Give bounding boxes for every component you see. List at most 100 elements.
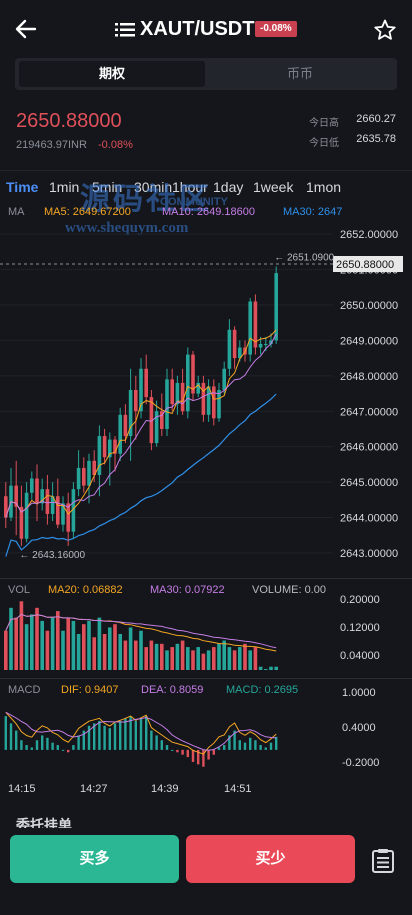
macd-histogram-bar <box>249 737 252 750</box>
star-outline-icon[interactable] <box>373 18 397 42</box>
volume-bar <box>269 666 273 670</box>
back-arrow-icon[interactable] <box>15 18 37 40</box>
macd-histogram-bar <box>35 740 39 750</box>
macd-histogram-bar <box>113 723 117 750</box>
candlestick-chart[interactable]: MA MA5: 2649.67200 MA10: 2649.18600 MA30… <box>0 200 412 578</box>
macd-histogram-bar <box>20 740 23 750</box>
volume-bar <box>160 643 164 670</box>
ma5-line <box>5 329 277 518</box>
volume-bar <box>9 607 13 670</box>
tab-1min[interactable]: 1min <box>49 179 80 195</box>
volume-bar <box>232 650 237 670</box>
price-change: -0.08% <box>98 139 133 151</box>
tab-1mon[interactable]: 1mon <box>306 179 342 195</box>
macd-histogram-bar <box>217 747 221 750</box>
tab-1day[interactable]: 1day <box>213 179 244 195</box>
tab-time[interactable]: Time <box>6 179 39 195</box>
candle-body <box>154 411 159 444</box>
candle-body <box>82 467 86 486</box>
macd-histogram-bar <box>56 745 59 750</box>
volume-bar <box>170 647 174 670</box>
macd-histogram-bar <box>165 745 169 750</box>
macd-histogram-bar <box>72 745 75 750</box>
candle-body <box>222 368 226 390</box>
macd-histogram-bar <box>228 735 231 750</box>
macd-histogram-bar <box>139 718 143 750</box>
candle-body <box>76 467 81 490</box>
footer-bar: 买多 买少 <box>0 828 412 915</box>
macd-label: MACD <box>8 684 40 696</box>
candle-body <box>134 390 138 412</box>
macd-histogram-bar <box>108 728 111 750</box>
volume-bar <box>118 634 122 670</box>
candle-body <box>269 340 273 344</box>
candle-body <box>118 414 122 454</box>
volume-bar <box>24 624 29 670</box>
buy-long-button[interactable]: 买多 <box>10 835 179 883</box>
time-axis: 14:15 14:27 14:39 14:51 <box>0 778 412 802</box>
change-badge: -0.08% <box>255 21 297 37</box>
candle-body <box>14 485 18 507</box>
segment-options[interactable]: 期权 <box>19 61 205 87</box>
volume-bar <box>186 647 190 670</box>
volume-bar <box>113 624 117 670</box>
candle-body <box>201 382 206 415</box>
candle-body <box>232 329 237 359</box>
volume-bar <box>253 647 258 670</box>
macd-histogram-bar <box>275 736 278 750</box>
high-label: 今日高 <box>309 118 339 129</box>
macd-histogram-bar <box>46 737 49 750</box>
candle-body <box>102 436 107 458</box>
macd-histogram-bar <box>30 747 33 750</box>
candle-body <box>186 354 190 412</box>
macd-histogram-bar <box>61 749 65 751</box>
buy-short-button[interactable]: 买少 <box>186 835 355 883</box>
tab-1week[interactable]: 1week <box>253 179 294 195</box>
price-tick: 2645.00000 <box>340 477 398 489</box>
vol-ma30-legend: MA30: 0.07922 <box>150 584 225 596</box>
candle-body <box>40 489 44 504</box>
segment-control: 期权 币币 <box>15 58 397 90</box>
volume-bar <box>30 614 34 670</box>
candle-body <box>196 382 200 394</box>
min-price-annotation: ← 2643.16000 <box>19 550 85 561</box>
volume-bar <box>139 630 143 670</box>
candle-body <box>212 386 216 419</box>
candle-body <box>180 382 185 412</box>
dea-legend: DEA: 0.8059 <box>141 684 203 696</box>
order-list-icon[interactable] <box>370 848 396 874</box>
segment-spot[interactable]: 币币 <box>286 66 313 81</box>
pair-title[interactable]: XAUT/USDT <box>140 18 255 40</box>
list-menu-icon[interactable] <box>115 22 135 38</box>
macd-histogram-bar <box>41 735 44 750</box>
volume-bar <box>154 643 159 670</box>
macd-histogram-bar <box>191 749 195 762</box>
volume-bar <box>128 627 133 670</box>
macd-histogram-bar <box>98 720 101 750</box>
macd-histogram-bar <box>93 723 96 750</box>
macd-histogram-bar <box>51 742 54 750</box>
candle-body <box>61 503 65 525</box>
volume-bar <box>206 650 211 670</box>
candle-body <box>144 368 148 398</box>
volume-bar <box>50 617 55 670</box>
macd-histogram-bar <box>87 725 91 750</box>
macd-histogram-bar <box>124 718 127 750</box>
macd-histogram-bar <box>82 730 85 750</box>
candle-body <box>258 343 263 348</box>
macd-histogram-bar <box>129 716 132 750</box>
price-tick: 2649.00000 <box>340 335 398 347</box>
volume-bar <box>40 620 44 670</box>
macd-histogram-bar <box>212 749 215 755</box>
tab-5min[interactable]: 5min <box>92 179 123 195</box>
volume-bar <box>14 617 18 670</box>
current-price-tag-bg <box>333 256 403 272</box>
price-tick: 2650.00000 <box>340 300 398 312</box>
tab-1hour[interactable]: 1hour <box>172 179 208 195</box>
volume-bar <box>258 666 263 670</box>
tab-30min[interactable]: 30min <box>134 179 173 195</box>
volume-bar <box>92 637 96 670</box>
price-tick: 2647.00000 <box>340 406 398 418</box>
candle-body <box>50 496 55 514</box>
macd-histogram-bar <box>160 740 163 750</box>
